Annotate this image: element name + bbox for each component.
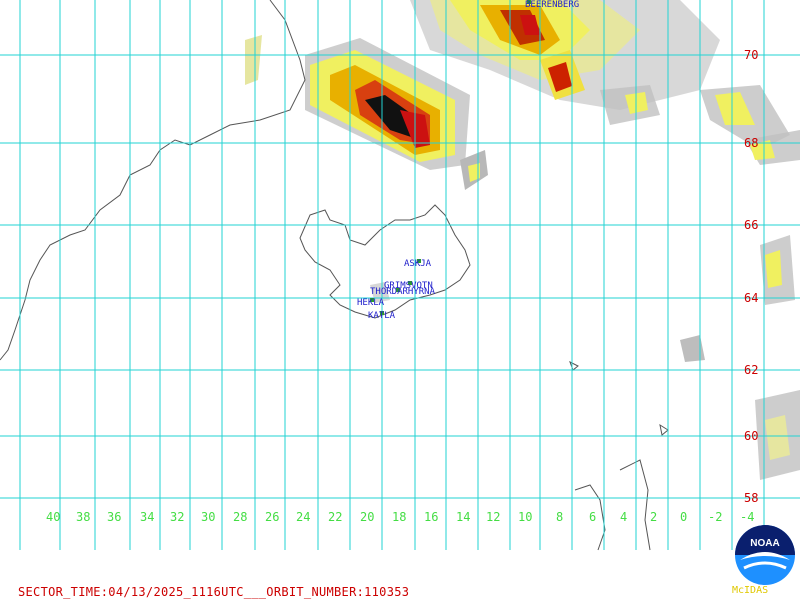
volcano-marker-icon [370,298,374,302]
volcano-label-askja: ASKJA [404,259,432,269]
lon-label: 26 [265,510,279,524]
volcano-label-hekla: HEKLA [357,298,385,308]
lat-labels: 70 68 66 64 62 60 58 [744,48,758,505]
noaa-logo-text: NOAA [750,538,779,549]
greenland-coast [0,0,306,361]
lon-label: 6 [589,510,596,524]
noaa-logo: NOAA [734,524,796,600]
volcano-marker-icon [408,281,412,285]
lon-labels: 40 38 36 34 32 30 28 26 24 22 20 18 16 1… [46,510,754,524]
lon-label: 12 [486,510,500,524]
volcano-label-katla: KATLA [368,311,396,321]
lon-label: 30 [201,510,215,524]
lat-label-62: 62 [744,363,758,377]
lon-label: 36 [107,510,121,524]
mcidas-caption: McIDAS [732,585,769,596]
scotland-norway-coast [574,459,651,551]
faroes-coast [569,360,579,371]
lon-label: -2 [708,510,722,524]
lon-label: 2 [650,510,657,524]
lon-label: 0 [680,510,687,524]
volcano-label-thordarhyrna: THORDARHYRNA [370,287,436,297]
lon-label: 40 [46,510,60,524]
lon-label: -4 [740,510,754,524]
lon-label: 16 [424,510,438,524]
lon-label: 22 [328,510,342,524]
lon-label: 32 [170,510,184,524]
lat-label-66: 66 [744,218,758,232]
lon-label: 8 [556,510,563,524]
coastlines [0,0,669,551]
lon-label: 14 [456,510,470,524]
volcano-marker-icon [396,288,400,292]
lat-label-68: 68 [744,136,758,150]
volcano-marker-icon [417,259,421,263]
sector-time-footer: SECTOR_TIME:04/13/2025_1116UTC___ORBIT_N… [18,585,410,599]
volcano-marker-icon [527,0,531,4]
lon-label: 10 [518,510,532,524]
lon-label: 24 [296,510,310,524]
lat-label-64: 64 [744,291,758,305]
satellite-swath [245,0,800,480]
volcano-label-beerenberg: BEERENBERG [525,0,579,10]
lon-label: 18 [392,510,406,524]
lon-label: 38 [76,510,90,524]
lat-label-70: 70 [744,48,758,62]
lon-label: 34 [140,510,154,524]
volcano-marker-icon [380,311,384,315]
volcano-label-grimsvotn: GRIMSVOTN [384,281,433,291]
volcano-markers: BEERENBERG ASKJA GRIMSVOTN THORDARHYRNA … [357,0,579,321]
lat-label-58: 58 [744,491,758,505]
lat-lon-grid [0,0,800,550]
lon-label: 20 [360,510,374,524]
noaa-logo-icon: NOAA [735,525,795,585]
iceland-coast [299,204,471,319]
shetland-coast [659,423,669,436]
lon-label: 28 [233,510,247,524]
lon-label: 4 [620,510,627,524]
lat-label-60: 60 [744,429,758,443]
